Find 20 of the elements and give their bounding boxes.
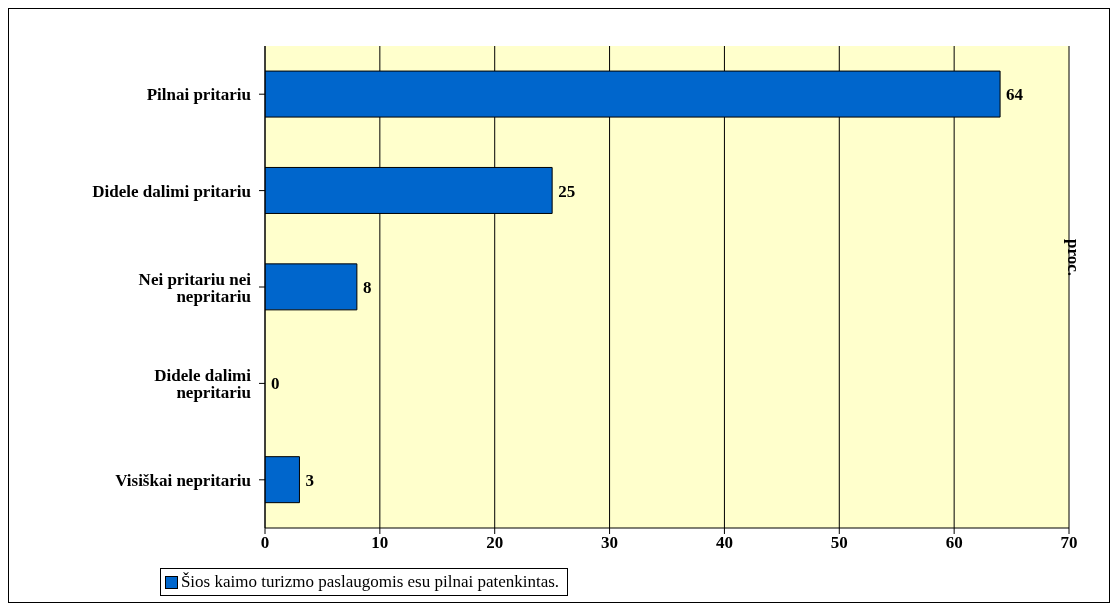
y-tick-label: Pilnai pritariu bbox=[146, 85, 251, 105]
y-tick-label: Didele dalimi pritariu bbox=[92, 181, 251, 201]
x-tick-label: 40 bbox=[715, 533, 733, 553]
x-tick-label: 10 bbox=[371, 533, 389, 553]
x-tick-label: 70 bbox=[1060, 533, 1078, 553]
y-tick-label: Didele dalimi nepritariu bbox=[154, 365, 252, 402]
x-tick-label: 30 bbox=[601, 533, 619, 553]
legend-label: Šios kaimo turizmo paslaugomis esu pilnai patenkintas. bbox=[180, 572, 560, 592]
y-axis-title: proc. bbox=[1063, 239, 1083, 276]
x-tick-label: 60 bbox=[945, 533, 963, 553]
y-tick-label: Nei pritariu nei nepritariu bbox=[138, 269, 252, 306]
data-label: 3 bbox=[305, 470, 314, 490]
x-tick-label: 0 bbox=[260, 533, 270, 553]
data-label: 8 bbox=[362, 278, 372, 298]
data-label: 64 bbox=[1006, 85, 1024, 105]
data-label: 25 bbox=[558, 181, 576, 201]
data-label: 0 bbox=[271, 374, 280, 394]
x-tick-label: 50 bbox=[830, 533, 848, 553]
y-tick-label: Visiškai nepritariu bbox=[115, 470, 251, 490]
x-tick-label: 20 bbox=[486, 533, 504, 553]
